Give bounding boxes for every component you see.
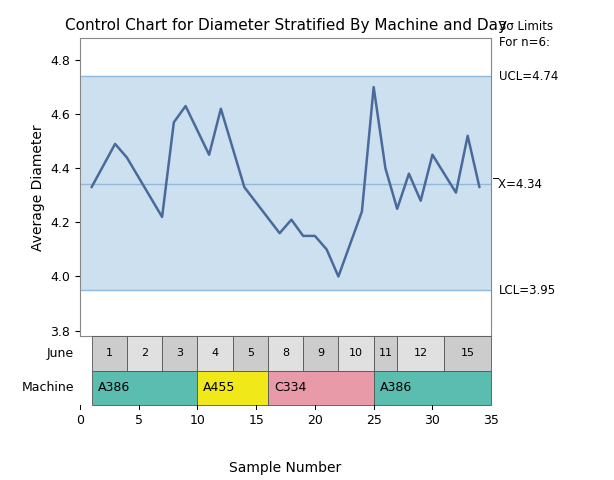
Bar (374, 336, 397, 371)
Text: 9: 9 (317, 348, 324, 358)
Text: 30: 30 (424, 414, 440, 427)
Text: A386: A386 (98, 381, 130, 395)
Bar (233, 336, 268, 371)
Bar (127, 336, 162, 371)
Text: UCL=4.74: UCL=4.74 (499, 70, 558, 83)
Bar (397, 336, 444, 371)
Y-axis label: Average Diameter: Average Diameter (31, 124, 45, 251)
Text: 15: 15 (248, 414, 264, 427)
Text: C334: C334 (274, 381, 306, 395)
Bar (338, 336, 374, 371)
Text: LCL=3.95: LCL=3.95 (499, 284, 556, 297)
Text: 11: 11 (378, 348, 392, 358)
Text: A455: A455 (203, 381, 236, 395)
Text: 1: 1 (106, 348, 113, 358)
Bar (91, 336, 127, 371)
Text: 5: 5 (134, 414, 142, 427)
Bar (268, 371, 374, 405)
Text: 12: 12 (414, 348, 428, 358)
Text: 3: 3 (176, 348, 183, 358)
Text: Machine: Machine (21, 381, 74, 395)
Text: A386: A386 (379, 381, 412, 395)
Text: 0: 0 (76, 414, 84, 427)
Bar (197, 336, 233, 371)
Bar (303, 336, 338, 371)
Bar (162, 336, 197, 371)
Text: 3σ Limits
For n=6:: 3σ Limits For n=6: (499, 20, 553, 49)
Text: ̅X=4.34: ̅X=4.34 (499, 178, 543, 191)
Text: 35: 35 (483, 414, 499, 427)
Text: 10: 10 (349, 348, 363, 358)
Text: 20: 20 (307, 414, 323, 427)
Text: 10: 10 (190, 414, 205, 427)
Text: 4: 4 (211, 348, 219, 358)
Bar (374, 371, 491, 405)
Bar (197, 371, 268, 405)
Bar (80, 76, 491, 290)
Text: 2: 2 (141, 348, 148, 358)
Text: 15: 15 (460, 348, 475, 358)
Title: Control Chart for Diameter Stratified By Machine and Day: Control Chart for Diameter Stratified By… (64, 18, 507, 33)
Text: 25: 25 (366, 414, 381, 427)
Text: 8: 8 (282, 348, 289, 358)
Bar (444, 336, 491, 371)
Bar (91, 371, 197, 405)
Text: June: June (47, 347, 74, 360)
Text: Sample Number: Sample Number (230, 461, 341, 475)
Bar (268, 336, 303, 371)
Text: 5: 5 (247, 348, 254, 358)
